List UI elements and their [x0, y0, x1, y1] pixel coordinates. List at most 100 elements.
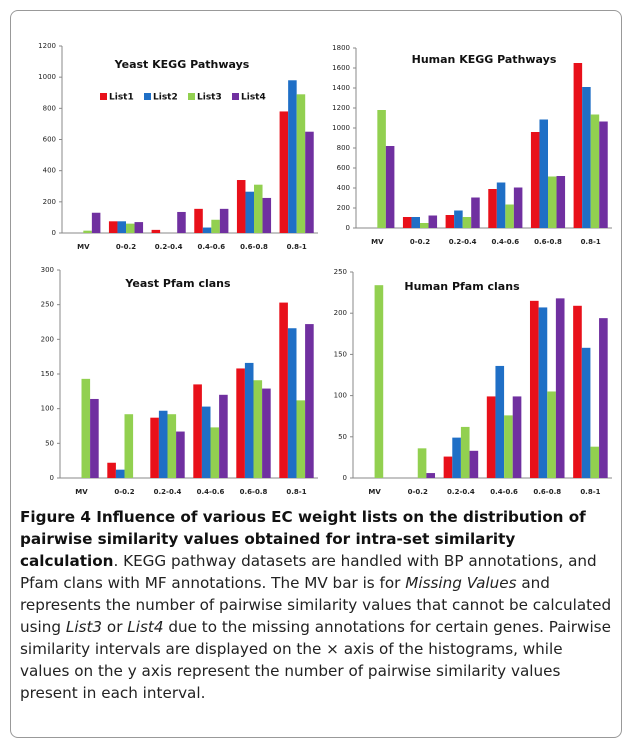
bar [402, 217, 412, 228]
bar [158, 410, 168, 478]
y-tick-label: 1600 [332, 64, 350, 72]
bar [495, 365, 505, 478]
x-tick-label: 0.8-1 [286, 488, 306, 496]
bar [134, 222, 144, 233]
y-tick-label: 800 [337, 144, 350, 152]
x-tick-label: 0.6-0.8 [534, 238, 562, 246]
y-tick-label: 250 [41, 301, 54, 309]
bar [194, 208, 203, 233]
y-tick-label: 200 [43, 198, 56, 206]
bar [211, 219, 220, 233]
bar [296, 94, 306, 233]
x-tick-label: 0.8-1 [580, 488, 600, 496]
x-tick-label: 0.2-0.4 [155, 243, 183, 251]
bar [548, 176, 557, 228]
caption-italic: Missing Values [405, 574, 517, 592]
bar [193, 384, 202, 478]
bar [581, 347, 591, 478]
bar [504, 415, 513, 478]
legend-label: List3 [197, 93, 222, 103]
y-tick-label: 100 [41, 405, 54, 413]
bar [83, 230, 92, 233]
bar [236, 180, 246, 233]
y-tick-label: 50 [45, 439, 54, 447]
y-tick-label: 0 [343, 474, 347, 482]
bar [411, 217, 420, 228]
x-tick-label: 0.2-0.4 [154, 488, 182, 496]
bar [374, 285, 384, 478]
bar [420, 223, 429, 228]
figure-caption: Figure 4 Influence of various EC weight … [20, 506, 616, 704]
x-tick-label: MV [368, 488, 381, 496]
bar [454, 210, 463, 228]
bar [426, 473, 436, 478]
x-tick-label: 0-0.2 [116, 243, 136, 251]
y-tick-label: 1000 [332, 124, 350, 132]
y-tick-label: 250 [334, 268, 347, 276]
x-tick-label: 0.8-1 [287, 243, 307, 251]
bar [488, 189, 497, 228]
bar [91, 212, 101, 233]
y-tick-label: 1800 [332, 44, 350, 52]
chart-title: Human Pfam clans [404, 280, 520, 293]
y-tick-label: 800 [43, 104, 56, 112]
caption-text: due to the missing annotations for certa… [20, 618, 611, 702]
caption-italic: List3 [65, 618, 103, 636]
caption-text: and represents the number of pairwise si… [20, 574, 612, 636]
x-tick-label: MV [75, 488, 88, 496]
x-tick-label: 0.2-0.4 [447, 488, 475, 496]
bar [496, 182, 506, 228]
x-tick-label: 0-0.2 [114, 488, 134, 496]
bar [582, 87, 591, 228]
bar [81, 378, 91, 478]
y-tick-label: 150 [334, 350, 347, 358]
y-tick-label: 200 [41, 335, 54, 343]
bar [151, 229, 161, 233]
bar [296, 400, 306, 478]
y-tick-label: 100 [334, 392, 347, 400]
bar [219, 394, 228, 478]
bar [590, 114, 600, 228]
y-tick-label: 0 [52, 229, 56, 237]
bar [417, 448, 427, 478]
legend-swatch [100, 93, 107, 100]
bar [530, 132, 540, 228]
bar [287, 328, 297, 478]
bar [124, 414, 134, 478]
chart-title: Yeast Pfam clans [124, 277, 231, 290]
legend-swatch [144, 93, 151, 100]
bar [471, 197, 480, 228]
y-tick-label: 50 [338, 433, 347, 441]
chart-title: Yeast KEGG Pathways [114, 58, 250, 71]
bar [288, 80, 297, 234]
legend-label: List2 [153, 93, 178, 103]
bar [202, 227, 212, 233]
bar [279, 111, 289, 233]
bar [305, 324, 314, 478]
legend-label: List4 [241, 93, 266, 103]
x-tick-label: 0-0.2 [410, 238, 430, 246]
bar [176, 431, 185, 478]
bar [117, 221, 126, 233]
bar [377, 110, 386, 228]
bar [599, 318, 608, 478]
x-tick-label: 0-0.2 [408, 488, 428, 496]
x-tick-label: 0.8-1 [581, 238, 601, 246]
bar [556, 176, 566, 228]
bar [460, 426, 470, 478]
caption-text: or [102, 618, 128, 636]
bar [505, 204, 514, 228]
x-tick-label: MV [77, 243, 90, 251]
bar [150, 417, 159, 478]
legend-swatch [188, 93, 195, 100]
bar [305, 131, 314, 233]
bar [245, 191, 254, 233]
bar [253, 380, 263, 478]
x-tick-label: 0.4-0.6 [491, 238, 519, 246]
bar [555, 298, 565, 478]
bar [573, 63, 583, 228]
bar [90, 398, 99, 478]
bar [244, 362, 254, 478]
bar [512, 396, 522, 478]
